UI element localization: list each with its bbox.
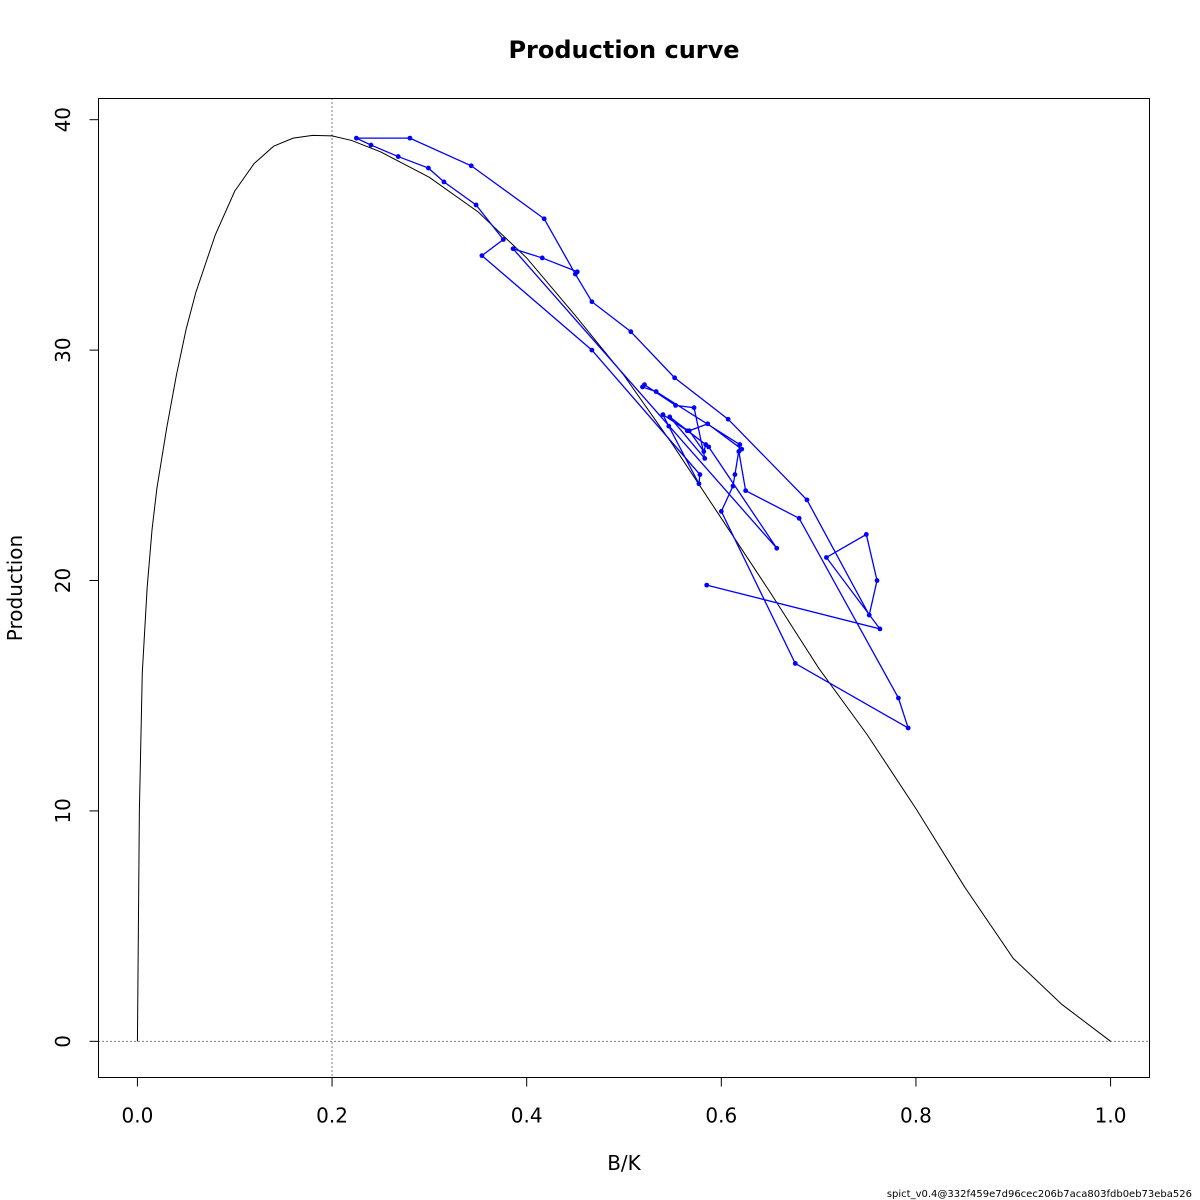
trajectory-point: [743, 488, 749, 494]
trajectory-point: [874, 578, 880, 583]
trajectory-point: [673, 403, 678, 408]
trajectory-point: [702, 455, 708, 461]
x-tick-label: 1.0: [1095, 1104, 1127, 1128]
version-footer: spict_v0.4@332f459e7d96cec206b7aca803fdb…: [887, 1189, 1192, 1200]
trajectory-point: [725, 416, 731, 422]
trajectory-point: [510, 246, 516, 252]
x-tick-label: 0.6: [705, 1104, 737, 1128]
trajectory-point: [500, 237, 506, 242]
trajectory-point: [896, 695, 901, 701]
y-tick-label: 20: [51, 568, 75, 593]
trajectory-point: [672, 375, 678, 381]
trajectory-point: [804, 497, 810, 503]
trajectory-point: [653, 389, 659, 394]
trajectory-point: [479, 253, 485, 259]
y-tick-label: 10: [51, 798, 75, 823]
trajectory-point: [691, 405, 697, 411]
production-curve-line: [136, 134, 1111, 1042]
trajectory-point: [468, 163, 474, 169]
trajectory-point: [701, 449, 707, 454]
trajectory-point: [574, 269, 580, 275]
trajectory-point: [666, 423, 672, 429]
y-tick-label: 40: [51, 107, 75, 132]
trajectory-point: [718, 508, 724, 514]
y-tick-label: 0: [51, 1035, 75, 1048]
x-axis-label: B/K: [607, 1151, 641, 1175]
trajectory-point: [353, 135, 359, 141]
trajectory-point: [473, 202, 479, 208]
plot-area: [98, 98, 1150, 1078]
trajectory-point: [696, 481, 702, 487]
plot-frame: [98, 98, 1150, 1078]
trajectory-point: [368, 142, 374, 148]
trajectory-point: [539, 255, 545, 261]
y-tick-label: 30: [51, 337, 75, 362]
trajectory-point: [407, 135, 413, 141]
trajectory-point: [706, 444, 712, 450]
chart-title: Production curve: [508, 36, 739, 64]
x-tick-label: 0.0: [122, 1104, 154, 1128]
trajectory-point: [704, 582, 710, 588]
trajectory-point: [863, 532, 869, 537]
trajectory-point: [824, 555, 829, 560]
trajectory-point: [732, 472, 738, 477]
trajectory-point: [796, 515, 802, 521]
trajectory-point: [628, 329, 634, 335]
trajectory-point: [686, 428, 692, 434]
x-tick-label: 0.8: [900, 1104, 932, 1128]
trajectory-point: [905, 725, 911, 731]
trajectory-point: [737, 442, 743, 447]
trajectory-point: [697, 472, 703, 477]
x-tick-label: 0.2: [316, 1104, 348, 1128]
trajectory-point: [441, 179, 447, 185]
trajectory-point: [589, 299, 595, 305]
trajectory-point: [705, 421, 711, 427]
trajectory-point: [877, 626, 883, 632]
trajectory-point: [660, 412, 666, 418]
y-axis-label: Production: [3, 535, 27, 641]
trajectory-point: [667, 414, 673, 420]
trajectory-point: [541, 216, 547, 222]
trajectory-point: [792, 661, 798, 666]
trajectory-point: [774, 545, 780, 551]
trajectory-point: [425, 165, 431, 171]
x-tick-label: 0.4: [511, 1104, 543, 1128]
trajectory-point: [642, 382, 647, 388]
trajectory-point: [866, 612, 872, 618]
trajectory-point: [589, 347, 595, 353]
trajectory-point: [736, 449, 742, 454]
trajectory-point: [730, 483, 736, 489]
trajectory-point: [395, 154, 401, 159]
